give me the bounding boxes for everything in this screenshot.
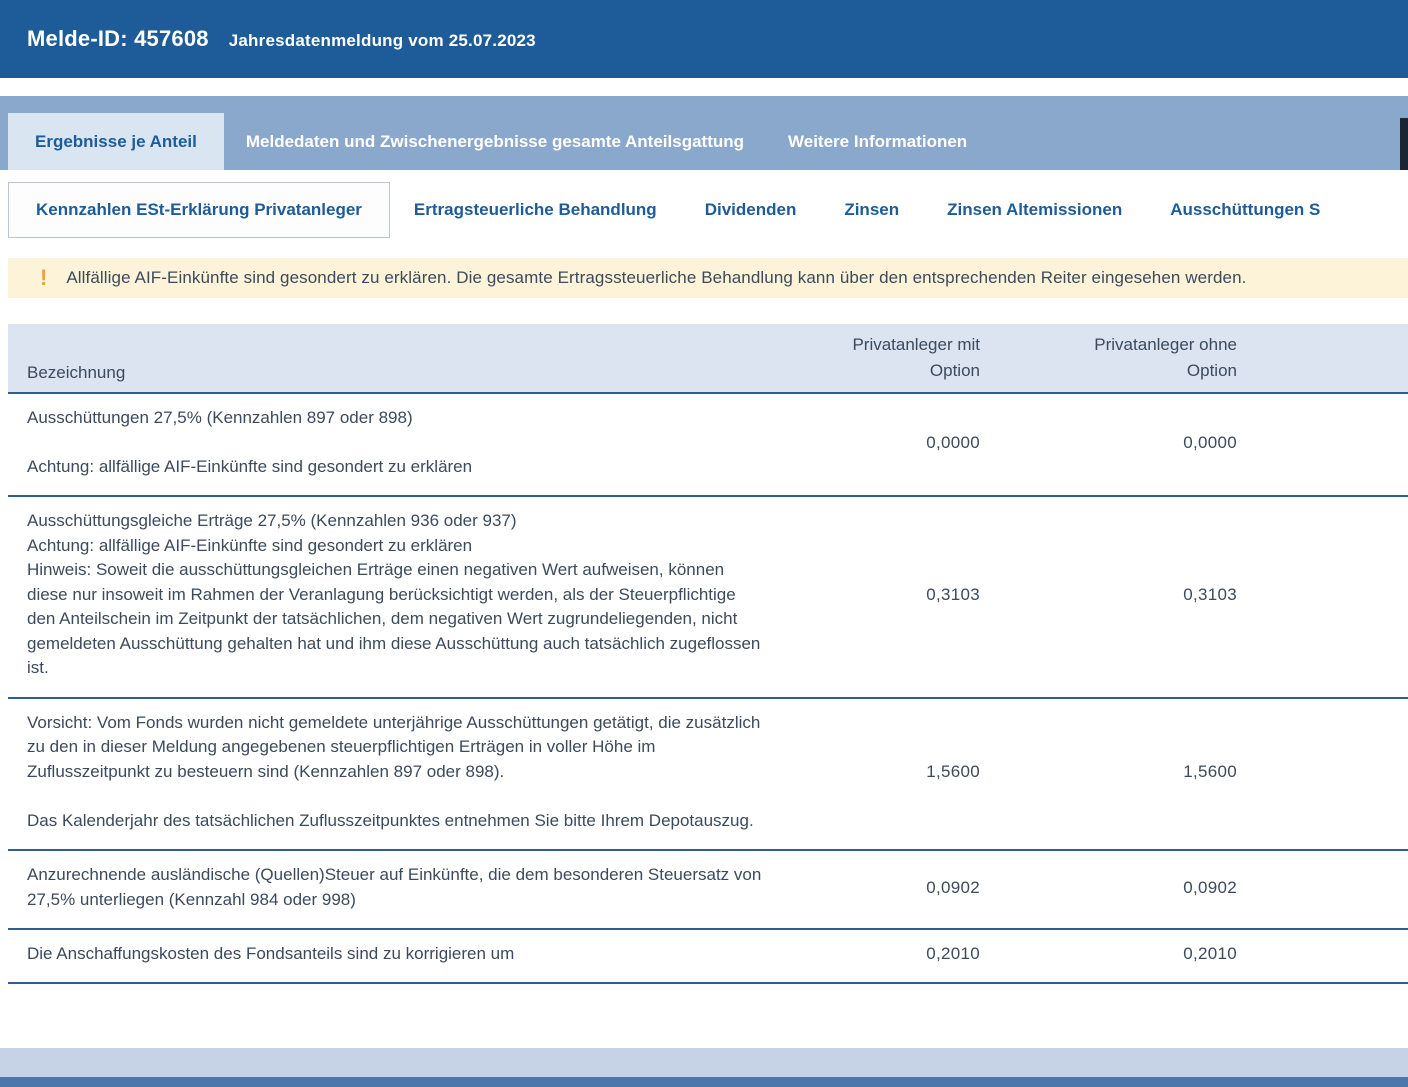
row-label: Ausschüttungsgleiche Erträge 27,5% (Kenn…: [8, 509, 763, 680]
page-footer: [0, 1048, 1408, 1087]
footer-strip: [0, 1077, 1408, 1087]
row-label: Ausschüttungen 27,5% (Kennzahlen 897 ode…: [8, 406, 763, 479]
value-without-option: 0,2010: [980, 944, 1237, 964]
value-without-option: 0,0902: [980, 878, 1237, 898]
main-tab-bar: Ergebnisse je Anteil Meldedaten und Zwis…: [0, 96, 1408, 170]
row-label: Vorsicht: Vom Fonds wurden nicht gemelde…: [8, 711, 763, 833]
subtab-zinsen-altemissionen[interactable]: Zinsen Altemissionen: [923, 200, 1146, 220]
report-subtitle: Jahresdatenmeldung vom 25.07.2023: [229, 31, 536, 51]
table-row: Ausschüttungsgleiche Erträge 27,5% (Kenn…: [8, 495, 1408, 696]
results-table: Bezeichnung Privatanleger mit Option Pri…: [8, 324, 1408, 984]
tab-weitere-informationen[interactable]: Weitere Informationen: [766, 113, 989, 170]
value-with-option: 1,5600: [763, 762, 980, 782]
value-with-option: 0,3103: [763, 585, 980, 605]
sub-tab-bar: Kennzahlen ESt-Erklärung Privatanleger E…: [0, 170, 1408, 250]
table-header-row: Bezeichnung Privatanleger mit Option Pri…: [8, 324, 1408, 392]
footer-band: [0, 1048, 1408, 1077]
subtab-dividenden[interactable]: Dividenden: [681, 200, 821, 220]
value-without-option: 0,0000: [980, 433, 1237, 453]
row-label: Anzurechnende ausländische (Quellen)Steu…: [8, 863, 763, 912]
warning-text: Allfällige AIF-Einkünfte sind gesondert …: [66, 268, 1246, 288]
subtab-ausschuettungen[interactable]: Ausschüttungen S: [1146, 200, 1344, 220]
value-with-option: 0,0902: [763, 878, 980, 898]
table-row: Vorsicht: Vom Fonds wurden nicht gemelde…: [8, 697, 1408, 849]
scrollbar-thumb[interactable]: [1400, 118, 1408, 170]
subtab-ertragsteuerliche-behandlung[interactable]: Ertragsteuerliche Behandlung: [390, 200, 681, 220]
row-label: Die Anschaffungskosten des Fondsanteils …: [8, 942, 763, 966]
value-without-option: 1,5600: [980, 762, 1237, 782]
column-header-bezeichnung: Bezeichnung: [8, 363, 763, 383]
aif-warning-banner: ! Allfällige AIF-Einkünfte sind gesonder…: [8, 258, 1408, 298]
exclamation-icon: !: [40, 265, 47, 291]
tab-meldedaten-zwischenergebnisse[interactable]: Meldedaten und Zwischenergebnisse gesamt…: [224, 113, 766, 170]
table-row: Anzurechnende ausländische (Quellen)Steu…: [8, 849, 1408, 928]
subtab-kennzahlen-est-erklaerung[interactable]: Kennzahlen ESt-Erklärung Privatanleger: [8, 182, 390, 238]
subtab-zinsen[interactable]: Zinsen: [820, 200, 923, 220]
value-with-option: 0,0000: [763, 433, 980, 453]
report-header: Melde-ID: 457608 Jahresdatenmeldung vom …: [0, 0, 1408, 78]
value-without-option: 0,3103: [980, 585, 1237, 605]
table-row: Ausschüttungen 27,5% (Kennzahlen 897 ode…: [8, 392, 1408, 495]
melde-id: Melde-ID: 457608: [27, 26, 209, 52]
table-row: Die Anschaffungskosten des Fondsanteils …: [8, 928, 1408, 982]
column-header-privatanleger-ohne-option: Privatanleger ohne Option: [980, 332, 1237, 383]
value-with-option: 0,2010: [763, 944, 980, 964]
tab-ergebnisse-je-anteil[interactable]: Ergebnisse je Anteil: [8, 113, 224, 170]
column-header-privatanleger-mit-option: Privatanleger mit Option: [763, 332, 980, 383]
